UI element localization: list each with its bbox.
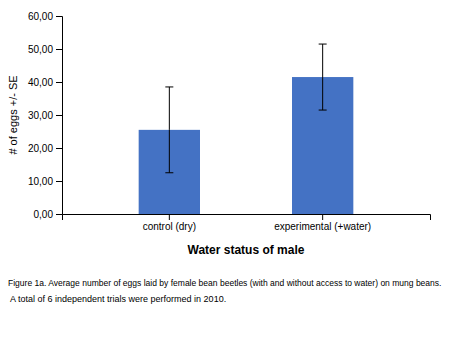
y-tick: 20,00 [28, 143, 62, 154]
error-bar-lower [169, 130, 170, 173]
error-cap-lower [319, 110, 327, 111]
x-tick-label: control (dry) [143, 221, 196, 232]
marks [139, 44, 354, 214]
error-bar-lower [322, 77, 323, 110]
x-tick-label: experimental (+water) [274, 221, 371, 232]
y-tick-label: 60,00 [28, 11, 53, 22]
error-cap-upper [319, 44, 327, 45]
y-tick-mark [56, 148, 62, 149]
x-axis-line [63, 215, 431, 221]
y-tick-label: 40,00 [28, 77, 53, 88]
error-bar-upper [322, 44, 323, 77]
error-cap-upper [165, 86, 173, 87]
y-tick: 10,00 [28, 176, 62, 187]
y-tick-mark [56, 49, 62, 50]
x-tick-mark [169, 214, 170, 220]
error-bar-upper [169, 87, 170, 130]
y-tick-mark [56, 82, 62, 83]
y-tick-label: 20,00 [28, 143, 53, 154]
y-axis-title: # of eggs +/- SE [7, 75, 19, 154]
caption: A total of 6 independent trials were per… [8, 294, 226, 304]
y-tick: 50,00 [28, 44, 62, 55]
y-tick-mark [56, 16, 62, 17]
bar [139, 130, 200, 214]
caption: Figure 1a. Average number of eggs laid b… [8, 278, 441, 288]
y-axis: 0,00 10,00 20,00 30,00 40,00 50,00 60,00 [28, 11, 63, 220]
y-tick-label: 30,00 [28, 110, 53, 121]
y-tick-label: 50,00 [28, 44, 53, 55]
x-tick: experimental (+water) [274, 214, 371, 232]
x-tick: control (dry) [143, 214, 196, 232]
error-cap-lower [165, 172, 173, 173]
y-tick: 40,00 [28, 77, 62, 88]
plot: 0,00 10,00 20,00 30,00 40,00 50,00 60,00 contro… [28, 11, 431, 232]
y-tick-label: 0,00 [34, 209, 54, 220]
x-axis-title: Water status of male [188, 243, 305, 257]
y-tick-label: 10,00 [28, 176, 53, 187]
chart: 0,00 10,00 20,00 30,00 40,00 50,00 60,00 contro… [0, 0, 450, 338]
y-tick: 0,00 [34, 209, 62, 220]
x-tick-mark [322, 214, 323, 220]
y-tick: 60,00 [28, 11, 62, 22]
y-tick: 30,00 [28, 110, 62, 121]
y-tick-mark [56, 181, 62, 182]
y-tick-mark [56, 214, 62, 215]
y-tick-mark [56, 115, 62, 116]
x-axis: control (dry) experimental (+water) [63, 214, 431, 232]
y-axis-line [56, 17, 63, 215]
bar [292, 77, 353, 214]
